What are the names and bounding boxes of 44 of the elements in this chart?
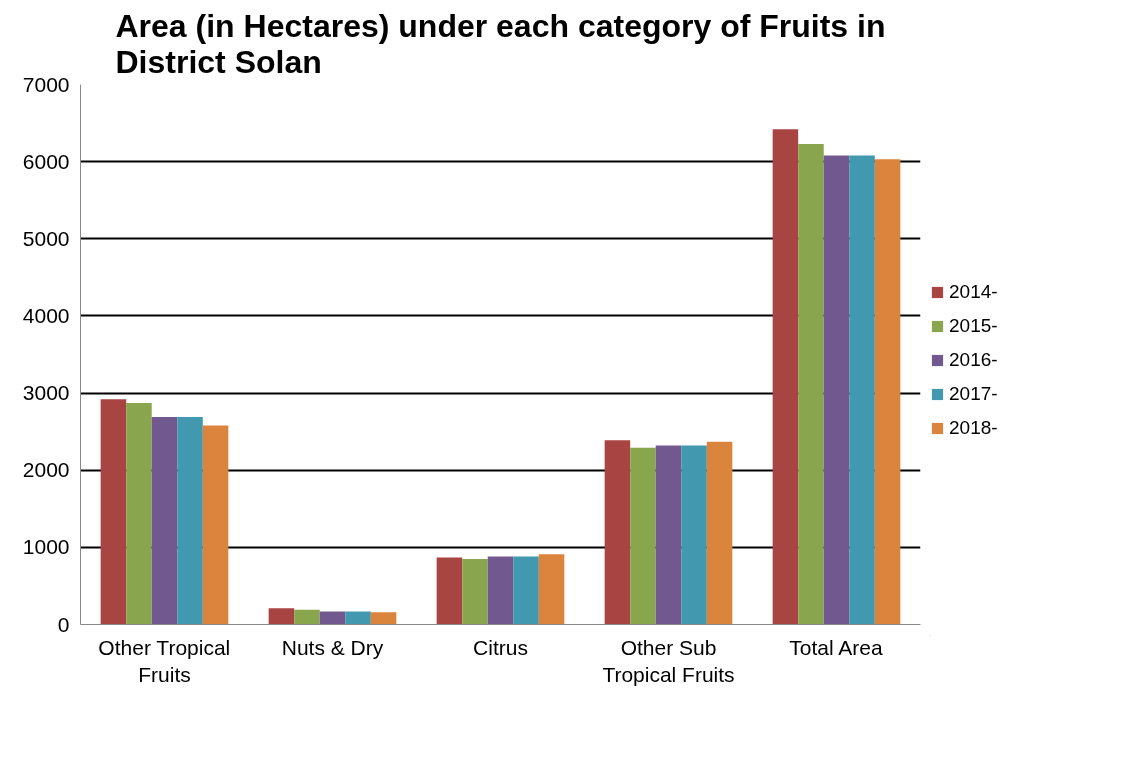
bar	[487, 556, 514, 625]
bar	[681, 445, 707, 625]
bar	[874, 159, 901, 625]
x-tick-label: Citrus	[473, 635, 528, 659]
x-tick-label: Other Sub Tropical Fruits	[602, 635, 735, 687]
bar	[319, 611, 346, 625]
bar	[513, 556, 539, 625]
legend-label: 2018-	[949, 416, 998, 439]
bar	[630, 447, 656, 625]
y-tick-label: 4000	[22, 303, 70, 327]
bar	[604, 440, 631, 625]
bar	[268, 608, 295, 625]
y-tick-label: 6000	[22, 149, 70, 173]
bar	[370, 612, 397, 625]
y-tick-label: 5000	[22, 226, 70, 250]
bar	[100, 399, 127, 625]
bar	[462, 558, 488, 625]
legend-label: 2015-	[949, 314, 998, 337]
bar	[202, 425, 229, 625]
chart-title: Area (in Hectares) under each category of Fruits in District Solan	[115, 7, 886, 80]
bar	[151, 416, 178, 625]
bar	[294, 609, 320, 625]
bar	[849, 155, 875, 625]
x-tick-label: Total Area	[789, 635, 883, 659]
bar	[345, 611, 371, 625]
bar	[436, 557, 463, 625]
bar	[655, 445, 682, 625]
bar	[798, 143, 824, 625]
x-tick-label: Nuts & Dry	[281, 635, 384, 659]
x-tick-label: Other Tropical Fruits	[98, 635, 231, 687]
bar	[126, 403, 152, 625]
y-tick-label: 0	[57, 612, 70, 636]
y-tick-label: 2000	[22, 458, 70, 482]
legend-label: 2014-	[949, 280, 998, 303]
y-tick-label: 1000	[22, 535, 70, 559]
bar	[538, 554, 565, 625]
legend-label: 2017-	[949, 382, 998, 405]
legend-label: 2016-	[949, 348, 998, 371]
bar	[706, 441, 733, 625]
y-tick-label: 7000	[22, 72, 70, 96]
bar	[823, 155, 850, 625]
bar	[772, 129, 799, 625]
bar	[177, 416, 203, 625]
y-tick-label: 3000	[22, 381, 70, 405]
